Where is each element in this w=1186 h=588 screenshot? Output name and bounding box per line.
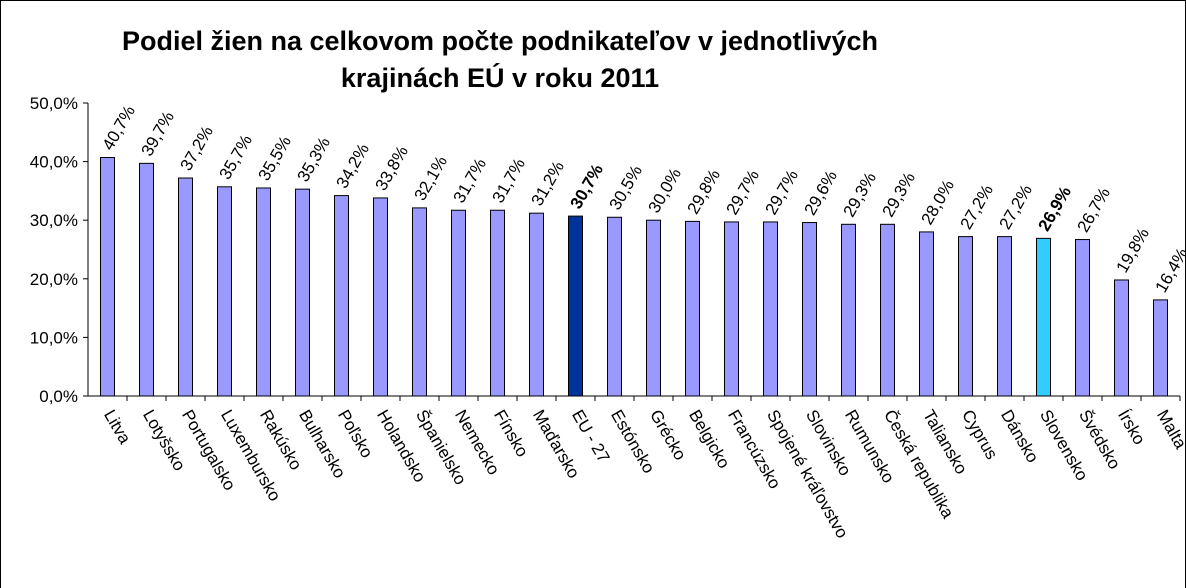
bar xyxy=(100,156,115,397)
bar xyxy=(217,186,232,397)
y-tick-label: 10,0% xyxy=(30,328,78,347)
bar xyxy=(451,209,466,397)
bar xyxy=(490,209,505,397)
bar xyxy=(373,197,388,397)
chart-title: krajinách EÚ v roku 2011 xyxy=(341,62,659,93)
bar xyxy=(1114,279,1129,397)
bar xyxy=(958,236,973,397)
bar xyxy=(685,220,700,397)
y-tick-label: 30,0% xyxy=(30,211,78,230)
y-tick-label: 40,0% xyxy=(30,153,78,172)
chart-title: Podiel žien na celkovom počte podnikateľ… xyxy=(122,26,878,56)
y-tick-label: 20,0% xyxy=(30,270,78,289)
bar xyxy=(841,223,856,397)
bar xyxy=(607,216,622,397)
bar xyxy=(1075,239,1090,397)
bar xyxy=(178,177,193,397)
bar xyxy=(919,231,934,397)
bar xyxy=(295,188,310,397)
bar xyxy=(802,222,817,397)
bar xyxy=(724,221,739,397)
bar xyxy=(1036,237,1051,397)
bar xyxy=(1153,299,1168,397)
bar xyxy=(646,219,661,397)
bar xyxy=(139,162,154,397)
bar xyxy=(568,215,583,397)
bar xyxy=(763,221,778,397)
bar xyxy=(997,236,1012,397)
bar xyxy=(880,223,895,397)
y-tick-label: 50,0% xyxy=(30,94,78,113)
y-tick-label: 0,0% xyxy=(39,387,78,406)
bar xyxy=(256,187,271,397)
bar xyxy=(334,195,349,397)
bar xyxy=(529,212,544,397)
bar xyxy=(412,207,427,397)
